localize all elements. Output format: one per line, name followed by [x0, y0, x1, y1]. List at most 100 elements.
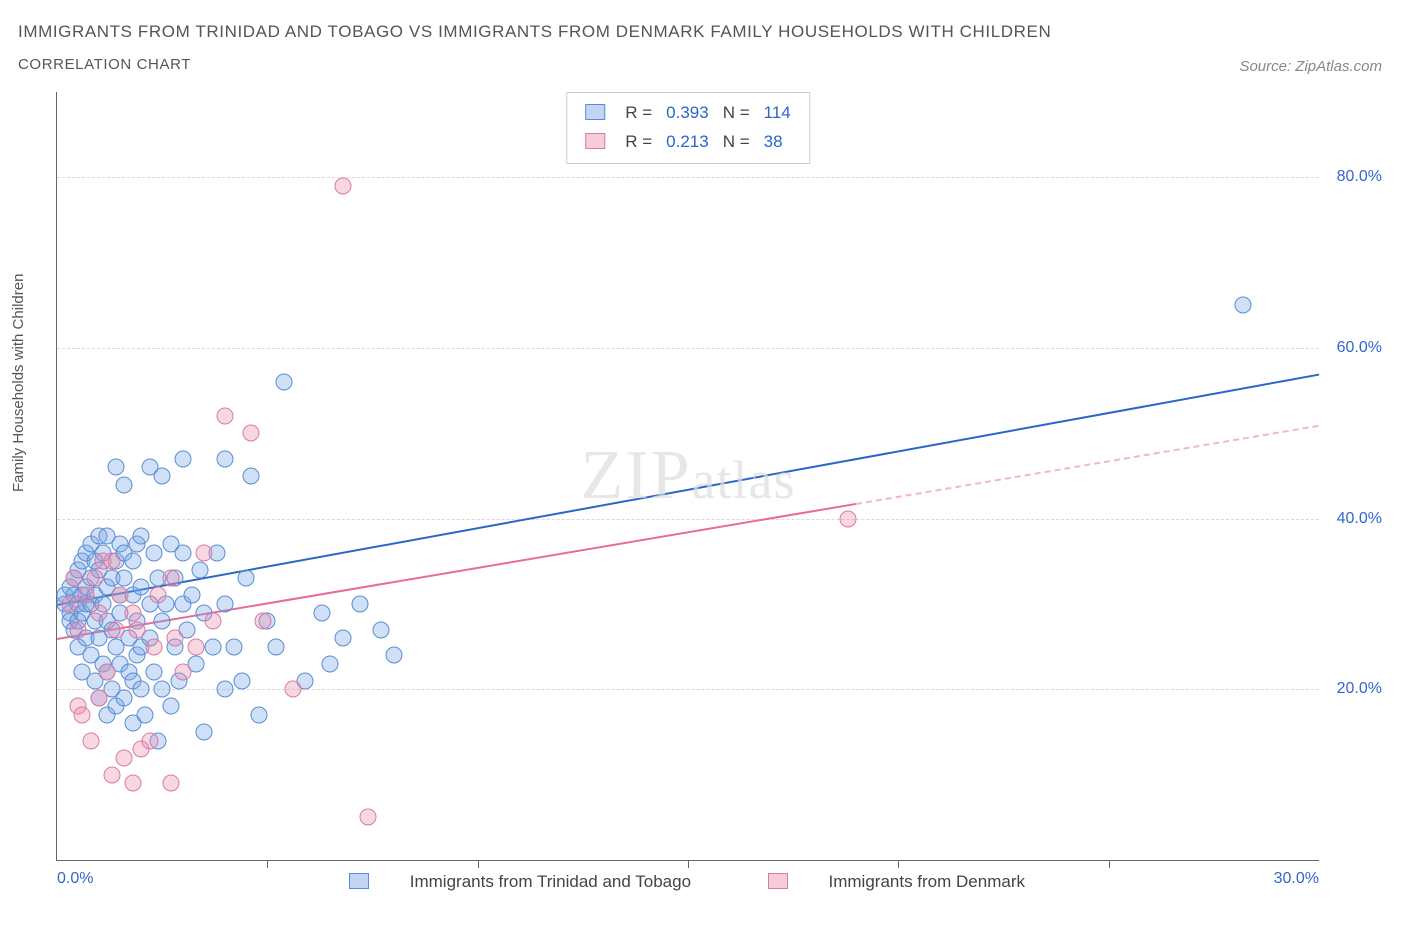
data-point	[116, 570, 133, 587]
gridline	[57, 348, 1319, 349]
data-point	[204, 613, 221, 630]
gridline	[57, 519, 1319, 520]
data-point	[385, 647, 402, 664]
data-point	[196, 544, 213, 561]
data-point	[133, 681, 150, 698]
y-tick-label: 20.0%	[1337, 680, 1382, 698]
data-point	[242, 425, 259, 442]
x-tick	[1109, 860, 1110, 868]
legend-row-series-b: R = 0.213 N = 38	[579, 128, 797, 155]
data-point	[107, 621, 124, 638]
data-point	[133, 578, 150, 595]
data-point	[74, 706, 91, 723]
data-point	[124, 604, 141, 621]
data-point	[175, 544, 192, 561]
data-point	[250, 706, 267, 723]
data-point	[162, 698, 179, 715]
data-point	[116, 689, 133, 706]
data-point	[335, 177, 352, 194]
data-point	[839, 510, 856, 527]
data-point	[116, 476, 133, 493]
data-point	[137, 706, 154, 723]
y-tick-label: 60.0%	[1337, 339, 1382, 357]
data-point	[107, 459, 124, 476]
data-point	[335, 630, 352, 647]
source-label: Source: ZipAtlas.com	[1239, 58, 1382, 75]
data-point	[61, 596, 78, 613]
data-point	[149, 587, 166, 604]
data-point	[103, 553, 120, 570]
data-point	[187, 638, 204, 655]
data-point	[234, 672, 251, 689]
data-point	[154, 681, 171, 698]
legend-item-series-b: Immigrants from Denmark	[750, 872, 1043, 891]
gridline	[57, 177, 1319, 178]
data-point	[145, 664, 162, 681]
y-tick-label: 80.0%	[1337, 168, 1382, 186]
x-tick	[898, 860, 899, 868]
data-point	[1235, 297, 1252, 314]
data-point	[217, 408, 234, 425]
data-point	[145, 638, 162, 655]
swatch-icon	[349, 873, 369, 889]
x-tick	[688, 860, 689, 868]
data-point	[175, 664, 192, 681]
y-tick-label: 40.0%	[1337, 510, 1382, 528]
chart-title: IMMIGRANTS FROM TRINIDAD AND TOBAGO VS I…	[18, 22, 1388, 42]
data-point	[154, 613, 171, 630]
data-point	[70, 621, 87, 638]
data-point	[145, 544, 162, 561]
data-point	[65, 570, 82, 587]
legend-item-series-a: Immigrants from Trinidad and Tobago	[331, 872, 714, 891]
data-point	[112, 587, 129, 604]
data-point	[322, 655, 339, 672]
data-point	[217, 681, 234, 698]
data-point	[124, 775, 141, 792]
data-point	[124, 553, 141, 570]
data-point	[91, 689, 108, 706]
data-point	[116, 749, 133, 766]
data-point	[175, 450, 192, 467]
swatch-icon	[585, 104, 605, 120]
y-axis-label: Family Households with Children	[10, 274, 27, 492]
chart-subtitle: CORRELATION CHART	[18, 56, 1388, 73]
data-point	[314, 604, 331, 621]
trend-line	[856, 425, 1319, 505]
x-tick	[267, 860, 268, 868]
y-axis-right-labels: 20.0% 40.0% 60.0% 80.0%	[1328, 92, 1388, 860]
data-point	[78, 587, 95, 604]
chart-container: Family Households with Children ZIPatlas…	[18, 92, 1388, 900]
data-point	[204, 638, 221, 655]
correlation-legend: R = 0.393 N = 114 R = 0.213 N = 38	[566, 92, 810, 164]
data-point	[86, 570, 103, 587]
data-point	[217, 596, 234, 613]
x-tick	[478, 860, 479, 868]
data-point	[196, 724, 213, 741]
data-point	[242, 468, 259, 485]
gridline	[57, 689, 1319, 690]
swatch-icon	[585, 133, 605, 149]
data-point	[128, 621, 145, 638]
data-point	[82, 732, 99, 749]
data-point	[103, 766, 120, 783]
data-point	[276, 374, 293, 391]
data-point	[141, 732, 158, 749]
data-point	[133, 527, 150, 544]
data-point	[238, 570, 255, 587]
data-point	[267, 638, 284, 655]
data-point	[255, 613, 272, 630]
legend-row-series-a: R = 0.393 N = 114	[579, 99, 797, 126]
data-point	[192, 561, 209, 578]
data-point	[360, 809, 377, 826]
data-point	[372, 621, 389, 638]
plot-area: ZIPatlas R = 0.393 N = 114 R = 0.213 N =…	[56, 92, 1319, 861]
data-point	[154, 468, 171, 485]
series-legend: Immigrants from Trinidad and Tobago Immi…	[56, 872, 1318, 892]
swatch-icon	[768, 873, 788, 889]
data-point	[166, 630, 183, 647]
data-point	[162, 570, 179, 587]
data-point	[99, 664, 116, 681]
data-point	[225, 638, 242, 655]
data-point	[217, 450, 234, 467]
data-point	[284, 681, 301, 698]
